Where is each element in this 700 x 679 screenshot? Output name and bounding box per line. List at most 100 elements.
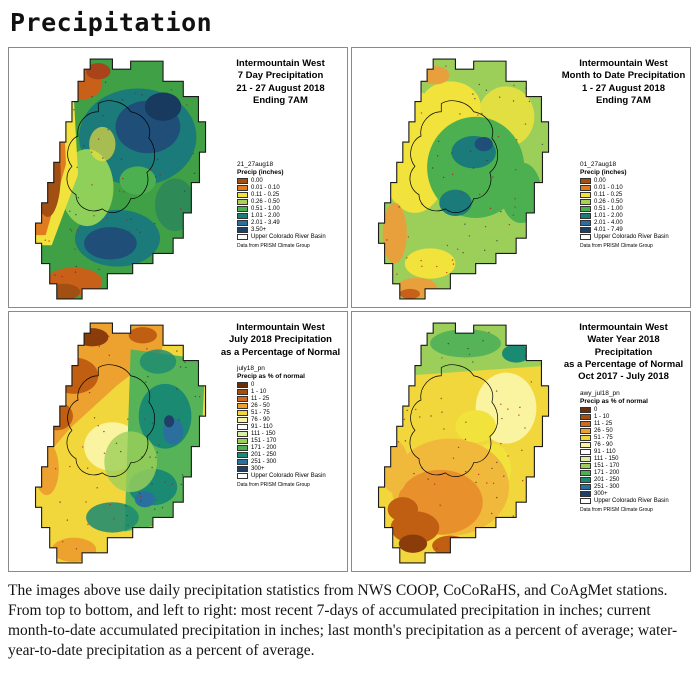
legend-swatch [237,220,248,227]
legend-swatch [237,227,248,234]
map-title-line: July 2018 Precipitation [229,334,332,346]
legend-label: 201 - 250 [594,476,620,483]
legend-swatch [580,420,591,427]
legend-label: 0.11 - 0.25 [251,192,280,199]
legend-swatch [580,199,591,206]
basin-swatch [580,234,591,241]
legend-row: 2.01 - 4.00 [580,220,687,227]
legend-swatch [580,178,591,185]
basin-label: Upper Colorado River Basin [594,234,669,241]
map-fill [35,59,206,299]
legend-label: 111 - 150 [251,431,276,438]
legend-swatch [580,476,591,483]
legend-title: Precip (inches) [580,169,627,177]
legend-row: 0.26 - 0.50 [237,199,344,206]
map-title-line: as a Percentage of Normal [220,346,341,358]
map-title-line: Intermountain West [579,322,668,333]
basin-label: Upper Colorado River Basin [251,473,326,480]
map-title-line: 1 - 27 August 2018 [581,82,666,94]
map-title: Intermountain West 7 Day Precipitation 21 … [217,58,344,107]
legend-row: 76 - 90 [580,441,687,448]
legend-row: 51 - 75 [237,410,344,417]
legend-swatch [580,413,591,420]
legend-row: 4.01 - 7.49 [580,227,687,234]
basin-label: Upper Colorado River Basin [594,497,669,504]
legend-row: 300+ [237,466,344,473]
map-boundary [34,322,207,564]
legend-basin-row: Upper Colorado River Basin [237,234,344,241]
legend-row: 11 - 25 [237,396,344,403]
map-boundary [377,58,550,300]
legend-swatch [237,178,248,185]
legend-swatch [580,227,591,234]
map-fill [378,323,549,563]
legend-row: 3.50+ [237,227,344,234]
source-note: Data from PRISM Climate Group [580,243,653,250]
map-fill [378,59,549,299]
legend-rows: 0.00 0.01 - 0.10 0.11 - 0.25 0.26 - 0.50 0.5… [237,178,344,234]
legend-swatch [237,199,248,206]
map-panel-month-to-date: Intermountain West Month to Date Precipit… [351,47,691,308]
legend-label: 11 - 25 [251,396,270,403]
legend-layer-name: awy_jul18_pn [580,389,620,397]
legend-swatch [237,396,248,403]
legend-label: 26 - 50 [594,427,613,434]
legend-swatch [580,185,591,192]
panel-right-column: Intermountain West Month to Date Precipit… [560,58,687,249]
legend-layer-name: 01_27aug18 [580,161,617,169]
basin-outline [66,100,156,213]
legend-row: 111 - 150 [580,455,687,462]
legend-swatch [580,469,591,476]
legend-row: 0.26 - 0.50 [580,199,687,206]
legend-label: 300+ [251,466,265,473]
legend-label: 76 - 90 [251,417,270,424]
map-title-line: Ending 7AM [596,95,651,107]
map-panel-wateryear-percent: Intermountain West Water Year 2018 Precip… [351,311,691,572]
legend-row: 151 - 170 [580,462,687,469]
map-boundary [34,58,207,300]
basin-swatch [580,497,591,504]
legend-swatch [237,382,248,389]
map-title-line: Intermountain West [236,58,325,69]
legend-title: Precip as % of normal [237,373,305,381]
legend-title: Precip as % of normal [580,397,648,405]
legend-row: 76 - 90 [237,417,344,424]
legend-swatch [237,431,248,438]
basin-label: Upper Colorado River Basin [251,234,326,241]
legend-label: 0.11 - 0.25 [594,192,623,199]
legend-label: 0.00 [251,178,263,185]
legend-swatch [237,192,248,199]
map-panel-7day: Intermountain West 7 Day Precipitation 21 … [8,47,348,308]
legend-swatch [237,417,248,424]
legend-swatch [237,403,248,410]
legend-swatch [237,466,248,473]
legend-rows: 0.00 0.01 - 0.10 0.11 - 0.25 0.26 - 0.50 0.5… [580,178,687,234]
legend-layer-name: july18_pn [237,365,265,373]
legend-basin-row: Upper Colorado River Basin [580,234,687,241]
legend-row: 201 - 250 [580,476,687,483]
legend-row: 111 - 150 [237,431,344,438]
legend-label: 0.01 - 0.10 [594,185,623,192]
station-markers [37,324,204,555]
legend-swatch [580,213,591,220]
legend-swatch [237,410,248,417]
legend-label: 0.26 - 0.50 [594,199,623,206]
legend-label: 51 - 75 [251,410,270,417]
panel-right-column: Intermountain West Water Year 2018 Precip… [560,322,687,513]
legend-title: Precip (inches) [237,169,284,177]
legend-label: 26 - 50 [251,403,270,410]
legend-row: 0 [237,382,344,389]
legend-swatch [580,192,591,199]
legend-label: 4.01 - 7.49 [594,227,623,234]
legend-row: 26 - 50 [237,403,344,410]
legend-label: 251 - 300 [251,459,277,466]
legend-row: 1.01 - 2.00 [580,213,687,220]
legend-row: 1.01 - 2.00 [237,213,344,220]
source-note: Data from PRISM Climate Group [237,482,310,489]
legend-label: 76 - 90 [594,441,613,448]
legend-swatch [580,427,591,434]
legend-label: 251 - 300 [594,483,620,490]
legend-swatch [237,452,248,459]
